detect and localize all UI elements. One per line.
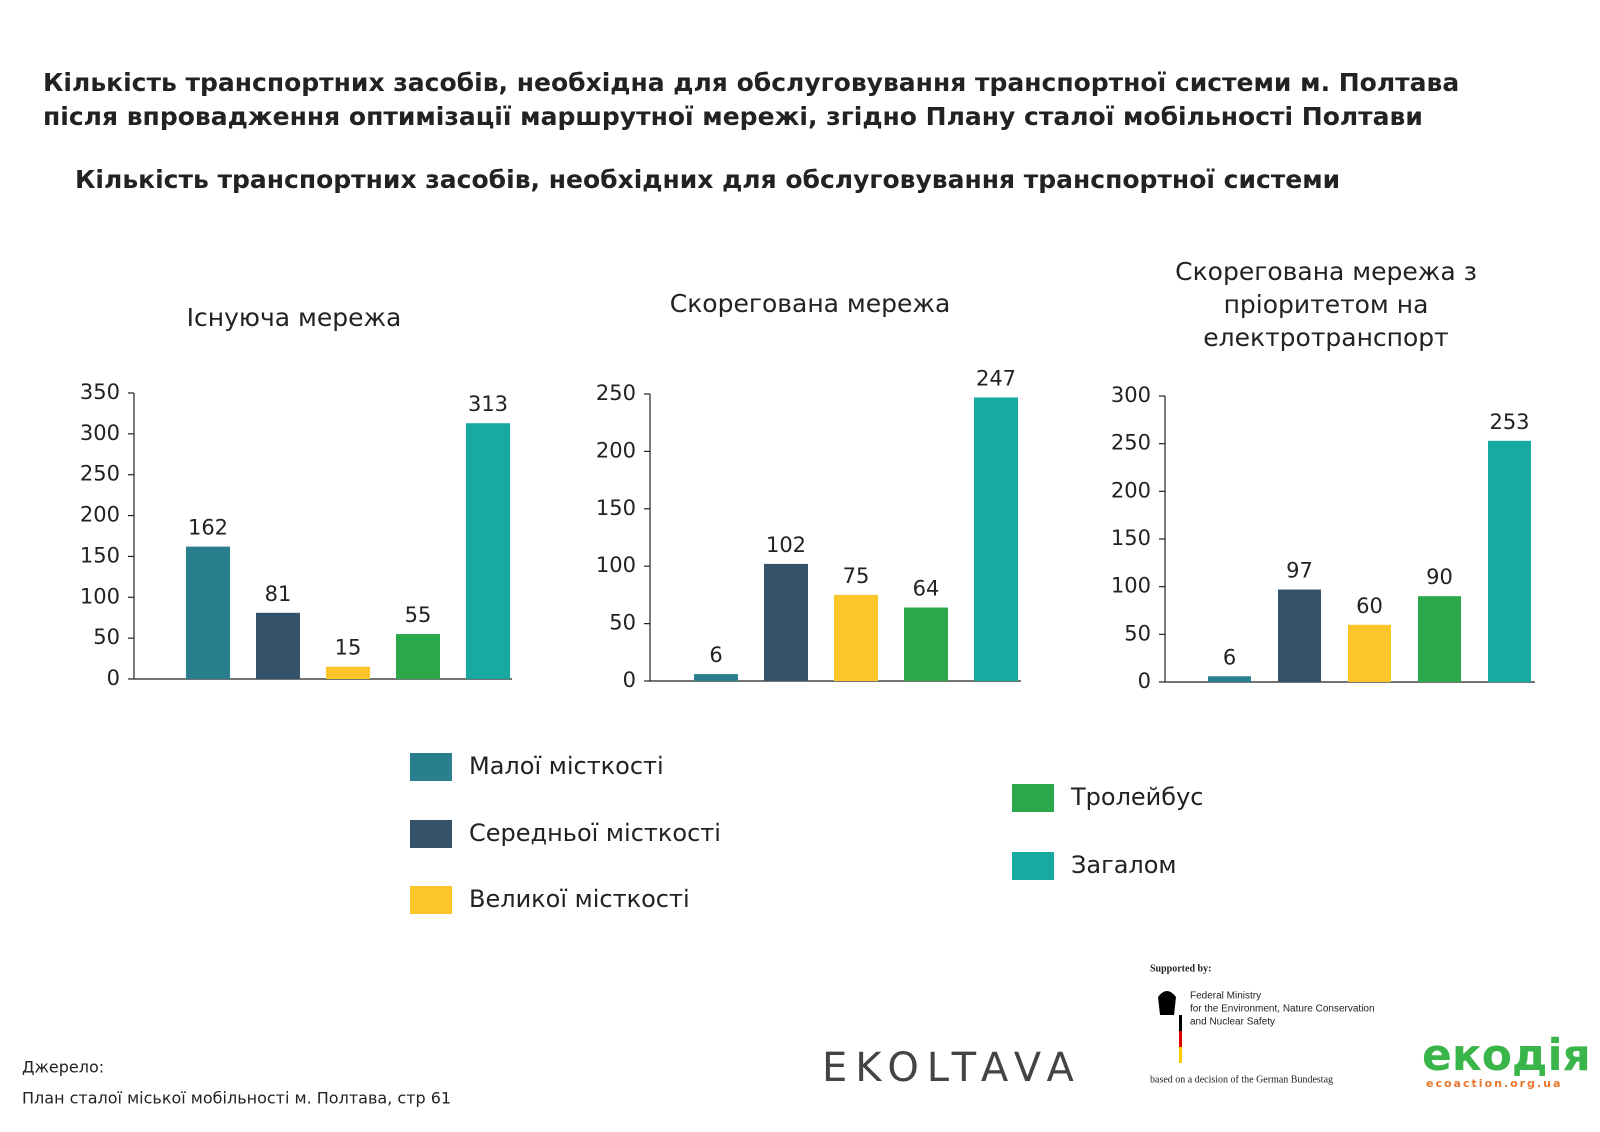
bar: [1208, 676, 1251, 682]
bar: [1418, 596, 1461, 682]
value-label: 60: [1356, 594, 1383, 618]
chart-title: електротранспорт: [1203, 323, 1448, 352]
ekodia-url: ecoaction.org.ua: [1426, 1077, 1562, 1090]
value-label: 64: [913, 577, 940, 601]
bar: [834, 594, 878, 681]
y-tick-label: 100: [80, 584, 120, 608]
bundestag: based on a decision of the German Bundes…: [1150, 1074, 1333, 1085]
legend-label: Тролейбус: [1070, 783, 1203, 811]
bar: [974, 397, 1018, 681]
value-label: 162: [188, 516, 228, 540]
legend-swatch: [1012, 852, 1054, 880]
y-tick-label: 50: [1124, 621, 1151, 645]
value-label: 81: [265, 582, 292, 606]
legend-label: Загалом: [1071, 851, 1177, 879]
bar: [694, 674, 738, 681]
title-line: після впровадження оптимізації маршрутно…: [43, 102, 1423, 131]
flag-black: [1179, 1015, 1182, 1031]
bar: [1348, 624, 1391, 682]
chart-title: Існуюча мережа: [187, 303, 402, 332]
y-tick-label: 150: [1111, 526, 1151, 550]
value-label: 75: [843, 564, 870, 588]
ekoltava-logo: EKOLTAVA: [822, 1045, 1082, 1091]
legend-label: Малої місткості: [469, 752, 664, 780]
y-tick-label: 0: [623, 668, 636, 692]
y-tick-label: 200: [596, 438, 636, 462]
y-tick-label: 150: [596, 496, 636, 520]
bar: [764, 563, 808, 681]
source-label: Джерело:: [22, 1058, 104, 1077]
y-tick-label: 0: [107, 666, 120, 690]
ministry-line: for the Environment, Nature Conservation: [1190, 1004, 1375, 1015]
eagle: [1158, 991, 1176, 1015]
value-label: 6: [1223, 645, 1236, 669]
y-tick-label: 200: [1111, 478, 1151, 502]
value-label: 313: [468, 392, 508, 416]
subtitle: Кількість транспортних засобів, необхідн…: [75, 165, 1340, 194]
value-label: 15: [335, 636, 362, 660]
value-label: 102: [766, 533, 806, 557]
bar: [1278, 589, 1321, 682]
bar: [256, 612, 300, 679]
bar: [466, 423, 510, 679]
chart-title: пріоритетом на: [1224, 290, 1429, 319]
legend-label: Великої місткості: [469, 885, 690, 913]
ministry-line: Federal Ministry: [1190, 991, 1261, 1002]
y-tick-label: 0: [1138, 669, 1151, 693]
value-label: 253: [1489, 410, 1529, 434]
bar: [1488, 440, 1531, 682]
legend-label: Середньої місткості: [469, 819, 721, 847]
title-line: Кількість транспортних засобів, необхідн…: [43, 68, 1459, 97]
legend-swatch: [410, 820, 452, 848]
y-tick-label: 250: [80, 462, 120, 486]
chart-title: Скорегована мережа: [670, 289, 951, 318]
source-text: План сталої міської мобільності м. Полта…: [22, 1089, 451, 1108]
flag-red: [1179, 1031, 1182, 1047]
bar: [186, 546, 230, 679]
y-tick-label: 250: [596, 381, 636, 405]
y-tick-label: 100: [1111, 574, 1151, 598]
legend-swatch: [410, 886, 452, 914]
value-label: 90: [1426, 565, 1453, 589]
y-tick-label: 200: [80, 503, 120, 527]
ekodia-logo: екодія: [1422, 1030, 1591, 1081]
y-tick-label: 350: [80, 380, 120, 404]
supported-by: Supported by:: [1150, 963, 1211, 974]
y-tick-label: 50: [609, 611, 636, 635]
value-label: 6: [709, 643, 722, 667]
legend-swatch: [410, 753, 452, 781]
legend-swatch: [1012, 784, 1054, 812]
y-tick-label: 300: [1111, 383, 1151, 407]
y-tick-label: 100: [596, 553, 636, 577]
flag-gold: [1179, 1047, 1182, 1063]
value-label: 55: [405, 603, 432, 627]
bar: [326, 666, 370, 679]
ministry-line: and Nuclear Safety: [1190, 1017, 1275, 1028]
chart-title: Скорегована мережа з: [1175, 257, 1477, 286]
value-label: 247: [976, 366, 1016, 390]
y-tick-label: 250: [1111, 431, 1151, 455]
y-tick-label: 50: [93, 625, 120, 649]
value-label: 97: [1286, 559, 1313, 583]
y-tick-label: 150: [80, 543, 120, 567]
bar: [904, 607, 948, 681]
bar: [396, 634, 440, 679]
y-tick-label: 300: [80, 421, 120, 445]
